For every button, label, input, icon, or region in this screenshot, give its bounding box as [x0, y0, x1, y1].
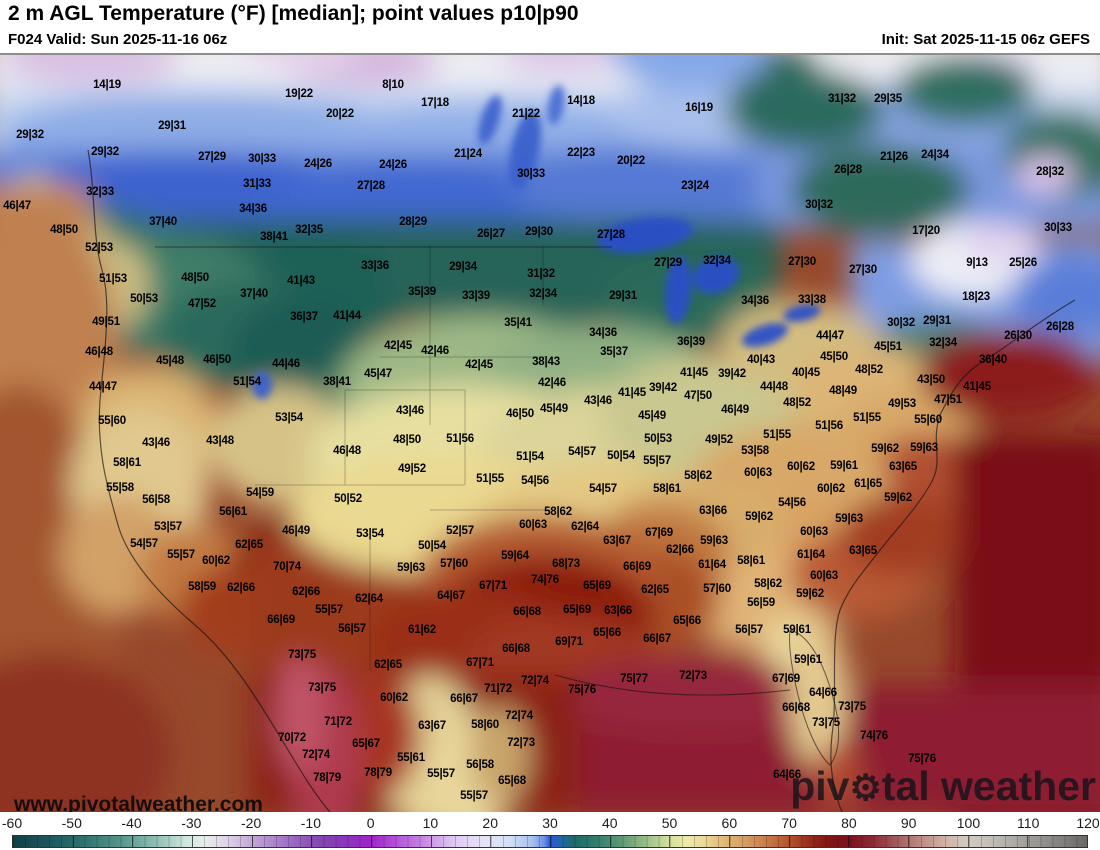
temperature-map-canvas: 14|19 19|22 20|22 29|31 29|32 29|32 27|29 30|33…	[0, 53, 1100, 812]
colorbar-tick-label: -40	[121, 815, 142, 831]
colorbar-tick-mark	[251, 836, 253, 847]
site-url-watermark: www.pivotalweather.com	[14, 793, 263, 812]
map-boundaries	[87, 149, 1076, 812]
colorbar-tick-label: -30	[181, 815, 202, 831]
colorbar-tick-label: -60	[1, 815, 23, 831]
colorbar-tick-mark	[72, 836, 74, 847]
init-time-label: Init: Sat 2025-11-15 06z GEFS	[881, 31, 1090, 48]
colorbar-tick-label: -20	[240, 815, 262, 831]
colorbar-tick-mark	[788, 836, 790, 847]
gear-icon: ⚙	[849, 767, 882, 808]
brand-watermark: piv⚙tal weather	[790, 763, 1096, 810]
colorbar-tick-label: 50	[661, 815, 678, 831]
temperature-shading	[0, 55, 1100, 812]
colorbar-gradient	[12, 835, 1088, 848]
colorbar-tick-label: 70	[781, 815, 797, 831]
colorbar-tick-label: 40	[601, 815, 618, 831]
colorbar-tick-label: 100	[956, 815, 981, 831]
colorbar-tick-mark	[490, 836, 492, 847]
colorbar-tick-mark	[1027, 836, 1029, 847]
colorbar-tick-mark	[311, 836, 313, 847]
colorbar-tick-label: 30	[542, 815, 558, 831]
colorbar-tick-label: 90	[900, 815, 917, 831]
colorbar-tick-label: 110	[1017, 815, 1040, 831]
colorbar-inner: -60 -50 -40 -30 -20 -10 0 10 20 30 40 50 60 70 80 90 100…	[2, 812, 1100, 850]
colorbar-tick-label: 0	[366, 815, 375, 831]
brand-text-post: tal weather	[881, 763, 1096, 809]
colorbar-tick-mark	[609, 836, 611, 847]
colorbar-tick-mark	[550, 836, 551, 847]
colorbar-tick-label: -10	[300, 815, 321, 831]
colorbar-tick-mark	[669, 836, 671, 847]
colorbar-tick-mark	[967, 836, 969, 847]
colorbar-tick-mark	[192, 836, 193, 847]
colorbar-tick-mark	[430, 836, 432, 847]
colorbar: -60 -50 -40 -30 -20 -10 0 10 20 30 40 50 60 70 80 90 100…	[0, 812, 1100, 850]
colorbar-tick-label: 10	[422, 815, 439, 831]
colorbar-tick-label: -50	[61, 815, 82, 831]
colorbar-tick-label: 60	[721, 815, 738, 831]
colorbar-tick-mark	[908, 836, 909, 847]
colorbar-tick-label: 80	[841, 815, 857, 831]
valid-time-label: F024 Valid: Sun 2025-11-16 06z	[8, 31, 228, 48]
colorbar-tick-label: 20	[482, 815, 499, 831]
colorbar-tick-mark	[371, 836, 372, 847]
header: 2 m AGL Temperature (°F) [median]; point…	[0, 0, 1100, 53]
colorbar-tick-label: 120	[1076, 815, 1100, 831]
colorbar-tick-mark	[848, 836, 850, 847]
colorbar-tick-mark	[729, 836, 730, 847]
page-title: 2 m AGL Temperature (°F) [median]; point…	[8, 2, 579, 25]
brand-text-pre: piv	[790, 763, 850, 809]
colorbar-tick-mark	[132, 836, 134, 847]
